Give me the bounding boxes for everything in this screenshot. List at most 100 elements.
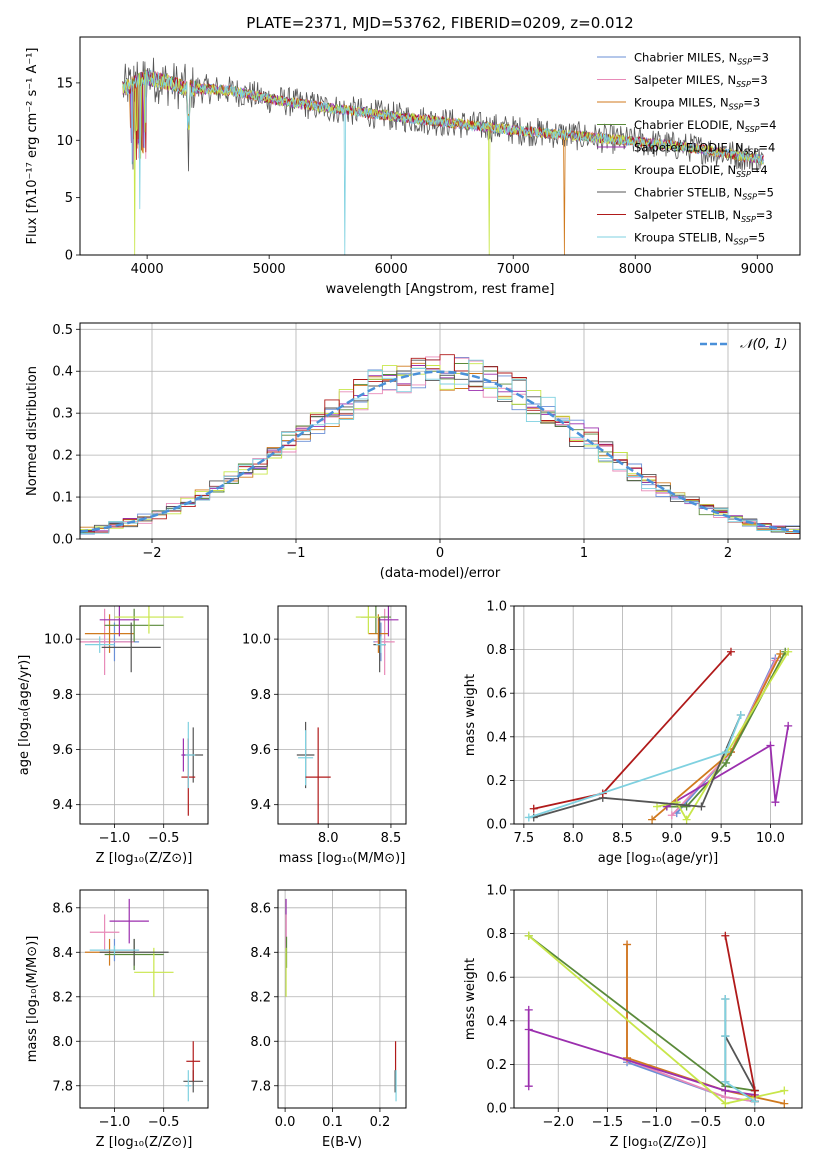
age_vs_mass-xtick-label: 8.5 (381, 831, 402, 846)
weight_vs_age-ytick-label: 0.6 (486, 687, 507, 702)
legend-nssp: =4 (751, 163, 768, 177)
mass_vs_ebv-frame (277, 889, 407, 1109)
mass_vs_Z-ytick-label: 8.6 (52, 901, 73, 916)
weight_vs_Z-xtick-label: 0.0 (744, 1115, 765, 1130)
weight_vs_Z-point-marker (524, 1082, 533, 1091)
weight_vs_Z-frame (513, 889, 803, 1109)
residuals-xtick-label: 0 (436, 546, 444, 561)
weight_vs_Z-point-marker (524, 1005, 533, 1014)
legend-entry: Salpeter MILES, NSSP=3 (634, 73, 768, 89)
weight_vs_age-frame (513, 605, 803, 825)
legend-subscript: SSP (736, 80, 751, 89)
weight_vs_Z-point-marker (721, 995, 730, 1003)
weight_vs_Z-point-marker (721, 1077, 730, 1086)
residuals-ytick-label: 0.4 (52, 365, 73, 380)
weight_vs_age-point-marker (766, 741, 775, 750)
legend-nssp: =3 (752, 51, 769, 65)
spectrum-ytick-label: 0 (65, 249, 73, 264)
weight_vs_age-point-marker (726, 647, 735, 656)
residual-histogram-8 (80, 359, 800, 534)
weight_vs_age-point-marker (682, 802, 691, 811)
legend-nssp: =3 (751, 73, 768, 87)
residuals-ylabel: Normed distribution (25, 366, 40, 496)
mass_vs_Z-xtick-label: −1.0 (99, 1115, 131, 1130)
mass_vs_Z-ylabel: mass [log₁₀(M/M⊙)] (25, 936, 40, 1063)
age_vs_mass-ytick-label: 9.4 (250, 798, 271, 813)
mass_vs_ebv-ytick-label: 7.8 (250, 1079, 271, 1094)
weight_vs_Z-axes: −2.0 −1.5 −1.0 −0.5 0.0 0.0 0.2 0.4 0.6 0.8 1.0 Z [… (463, 884, 802, 1150)
residuals-axes: −2 −1 0 1 2 0.0 0.1 0.2 0.3 0.4 0.5 (data-model)/er… (25, 323, 800, 581)
spectrum-ylabel: Flux [fλ10⁻¹⁷ erg cm⁻² s⁻¹ A⁻¹] (25, 48, 40, 245)
age_vs_mass-ytick-label: 9.6 (250, 743, 271, 758)
mass_vs_Z-ytick-label: 8.4 (52, 946, 73, 961)
weight_vs_Z-series-salpeter-miles (626, 944, 755, 1103)
age_vs_Z-ytick-label: 9.8 (52, 688, 73, 703)
age_vs_Z-frame (79, 605, 209, 825)
spectrum-ytick-label: 5 (65, 191, 73, 206)
legend-nssp: =4 (758, 141, 775, 155)
legend-subscript: SSP (734, 238, 749, 247)
mass_vs_ebv-xtick-label: 0.2 (370, 1115, 391, 1130)
normal-curve (80, 370, 800, 533)
age_vs_mass-xlabel: mass [log₁₀(M/M⊙)] (279, 851, 406, 866)
weight_vs_Z-xlabel: Z [log₁₀(Z/Z⊙)] (610, 1135, 707, 1150)
age_vs_mass-xtick-label: 8.0 (318, 831, 339, 846)
weight_vs_Z-ylabel: mass weight (463, 958, 478, 1040)
spectrum-xtick-label: 7000 (497, 262, 530, 277)
legend-entry: Kroupa ELODIE, NSSP=4 (634, 163, 768, 179)
weight_vs_age-ytick-label: 0.2 (486, 774, 507, 789)
spectrum-xtick-label: 6000 (375, 262, 408, 277)
mass_vs_Z-axes: −1.0 −0.5 7.8 8.0 8.2 8.4 8.6 Z [log₁₀(Z/Z⊙)] ma… (25, 890, 208, 1150)
weight_vs_Z-point-marker (750, 1097, 759, 1106)
age_vs_Z-ytick-label: 9.4 (52, 798, 73, 813)
weight_vs_age-series-salpeter-miles (671, 660, 777, 816)
weight_vs_age-ytick-label: 0.0 (486, 818, 507, 833)
legend-nssp: =4 (760, 118, 777, 132)
legend-subscript: SSP (744, 148, 759, 157)
residuals-ytick-label: 0.1 (52, 491, 73, 506)
age_vs_Z-axes: −1.0 −0.5 9.4 9.6 9.8 10.0 Z [log₁₀(Z/Z⊙)] age … (17, 606, 208, 866)
weight_vs_Z-xtick-label: −1.5 (592, 1115, 624, 1130)
spectrum-series-salpeter-elodie (122, 69, 764, 167)
weight_vs_Z-ytick-label: 0.4 (486, 1014, 507, 1029)
weight_vs_age-point-marker (784, 647, 793, 656)
residuals-xtick-label: −1 (286, 546, 305, 561)
weight_vs_age-series-chabrier-miles (676, 657, 777, 814)
weight_vs_age-point-marker (784, 721, 793, 730)
mass_vs_ebv-axes: 0.0 0.1 0.2 7.8 8.0 8.2 8.4 8.6 E(B-V) (250, 890, 406, 1150)
weight_vs_Z-point-marker (721, 1099, 730, 1108)
weight_vs_Z-point-marker (524, 1025, 533, 1034)
weight_vs_age-point-marker (653, 802, 662, 811)
legend-subscript: SSP (729, 103, 744, 112)
weight_vs_age-point-marker (722, 758, 731, 767)
weight_vs_Z-ytick-label: 1.0 (486, 884, 507, 899)
weight_vs_Z-point-marker (721, 931, 730, 940)
mass_vs_Z-frame (79, 889, 209, 1109)
weight_vs_age-series-salpeter-elodie (666, 725, 790, 808)
legend-entry: Salpeter ELODIE, NSSP=4 (634, 141, 775, 157)
spectrum-xtick-label: 9000 (741, 262, 774, 277)
weight_vs_Z-point-marker (623, 940, 632, 949)
legend-subscript: SSP (741, 215, 756, 224)
weight_vs_age-ytick-label: 0.8 (486, 643, 507, 658)
spectrum-axes: 4000 5000 6000 7000 8000 9000 0 5 10 15 wavelength… (25, 48, 774, 298)
spectrum-ytick-label: 10 (56, 134, 73, 149)
weight_vs_Z-point-marker (721, 1032, 730, 1041)
weight_vs_age-point-marker (771, 798, 780, 807)
weight_vs_Z-point-marker (780, 1099, 789, 1108)
legend-entry: Kroupa STELIB, NSSP=5 (634, 231, 765, 247)
legend-subscript: SSP (737, 58, 752, 67)
legend-nssp: =5 (748, 231, 765, 245)
weight_vs_Z-ytick-label: 0.2 (486, 1058, 507, 1073)
weight_vs_age-point-marker (648, 815, 657, 824)
spectrum-series-salpeter-stelib (122, 71, 764, 164)
age_vs_mass-frame (277, 605, 407, 825)
weight_vs_Z-point-marker (524, 931, 533, 940)
weight_vs_age-xlabel: age [log₁₀(age/yr)] (598, 851, 719, 866)
residuals-ytick-label: 0.0 (52, 533, 73, 548)
spectrum-xtick-label: 8000 (619, 262, 652, 277)
spectrum-xtick-label: 5000 (253, 262, 286, 277)
legend-entry: Chabrier ELODIE, NSSP=4 (634, 118, 776, 134)
spectrum-ytick-label: 15 (56, 76, 73, 91)
weight_vs_age-ytick-label: 1.0 (486, 600, 507, 615)
